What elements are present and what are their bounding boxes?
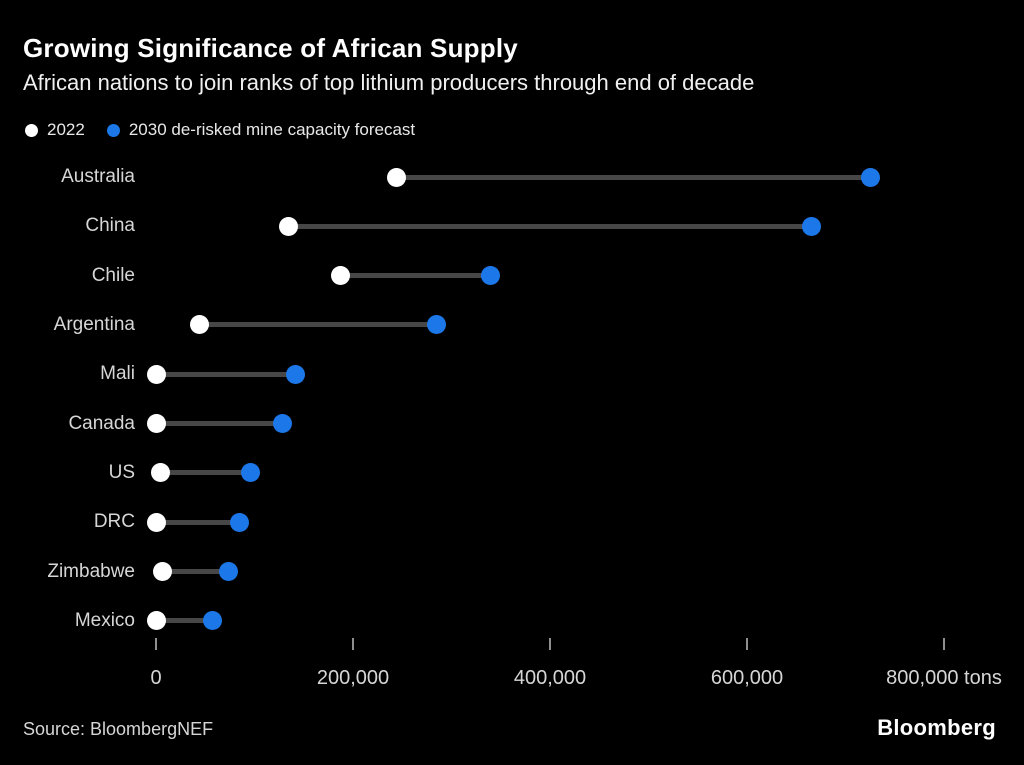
bloomberg-logo: Bloomberg — [877, 715, 996, 740]
axis-tick — [746, 638, 748, 650]
connector-line — [156, 371, 296, 377]
dot-2030 — [481, 266, 501, 286]
legend-dot-2022-icon — [25, 123, 38, 137]
category-label: DRC — [93, 511, 135, 533]
category-label: China — [85, 215, 135, 237]
dot-2030 — [427, 315, 447, 335]
chart-title: Growing Significance of African Supply — [23, 33, 518, 63]
axis-tick-label: 0 — [150, 667, 162, 689]
dot-2022 — [146, 364, 166, 384]
legend-dot-2030-icon — [106, 123, 120, 137]
axis-tick-label: 600,000 — [710, 667, 784, 689]
connector-line — [288, 223, 812, 229]
axis-tick — [943, 638, 945, 650]
connector-line — [340, 273, 491, 279]
legend-item-2022: 2022 — [25, 120, 85, 140]
axis-tick — [549, 638, 551, 650]
connector-line — [156, 618, 213, 624]
dot-2030 — [860, 167, 880, 187]
dot-2030 — [230, 512, 250, 532]
connector-line — [160, 470, 251, 476]
dot-2030 — [241, 463, 261, 483]
dot-2030 — [219, 562, 239, 582]
dot-2030 — [272, 414, 292, 434]
dot-2022 — [330, 266, 350, 286]
dot-2030 — [202, 611, 222, 631]
category-label: Mexico — [74, 609, 135, 631]
category-label: Chile — [91, 264, 135, 286]
axis-tick-label: 200,000 — [316, 667, 390, 689]
connector-line — [156, 421, 283, 427]
category-label: Mali — [100, 363, 135, 385]
axis-tick — [352, 638, 354, 650]
axis-tick — [155, 638, 157, 650]
dot-2022 — [279, 216, 299, 236]
category-label: Zimbabwe — [47, 560, 135, 582]
dot-2022 — [153, 562, 173, 582]
legend-item-2030: 2030 de-risked mine capacity forecast — [106, 120, 416, 140]
connector-line — [162, 569, 229, 575]
axis-tick-label: 800,000 tons — [886, 667, 1002, 689]
category-label: US — [108, 461, 135, 483]
dot-2022 — [146, 512, 166, 532]
dot-2030 — [801, 216, 821, 236]
dot-2022 — [189, 315, 209, 335]
connector-line — [199, 322, 437, 328]
category-label: Canada — [68, 412, 135, 434]
legend-label-2030: 2030 de-risked mine capacity forecast — [128, 120, 416, 139]
dot-2022 — [151, 463, 171, 483]
dot-2022 — [146, 611, 166, 631]
source-credit: Source: BloombergNEF — [23, 719, 214, 739]
legend: 2022 2030 de-risked mine capacity foreca… — [25, 120, 415, 140]
legend-label-2022: 2022 — [47, 120, 85, 139]
dot-2030 — [286, 364, 306, 384]
connector-line — [156, 519, 240, 525]
category-label: Argentina — [53, 313, 135, 335]
dot-2022 — [146, 414, 166, 434]
category-label: Australia — [61, 166, 135, 187]
chart-subtitle: African nations to join ranks of top lit… — [23, 70, 755, 95]
dot-2022 — [386, 167, 406, 187]
axis-tick-label: 400,000 — [513, 667, 587, 689]
connector-line — [396, 174, 871, 180]
